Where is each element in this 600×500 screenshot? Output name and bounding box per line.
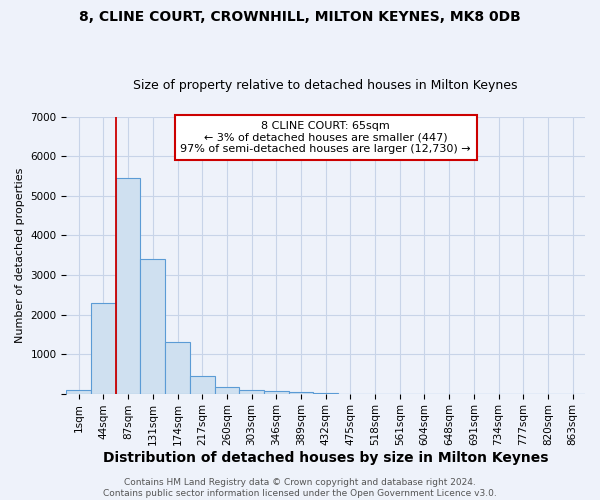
Bar: [116, 178, 140, 394]
Bar: [165, 342, 190, 394]
Bar: [215, 386, 239, 394]
Bar: [264, 391, 289, 394]
Bar: [140, 259, 165, 394]
Bar: [67, 390, 91, 394]
Bar: [190, 376, 215, 394]
Text: Contains HM Land Registry data © Crown copyright and database right 2024.
Contai: Contains HM Land Registry data © Crown c…: [103, 478, 497, 498]
Bar: [239, 390, 264, 394]
Title: Size of property relative to detached houses in Milton Keynes: Size of property relative to detached ho…: [133, 79, 518, 92]
Text: 8, CLINE COURT, CROWNHILL, MILTON KEYNES, MK8 0DB: 8, CLINE COURT, CROWNHILL, MILTON KEYNES…: [79, 10, 521, 24]
Bar: [289, 392, 313, 394]
Y-axis label: Number of detached properties: Number of detached properties: [15, 168, 25, 343]
Bar: [91, 304, 116, 394]
Text: 8 CLINE COURT: 65sqm
← 3% of detached houses are smaller (447)
97% of semi-detac: 8 CLINE COURT: 65sqm ← 3% of detached ho…: [181, 121, 471, 154]
X-axis label: Distribution of detached houses by size in Milton Keynes: Distribution of detached houses by size …: [103, 451, 548, 465]
